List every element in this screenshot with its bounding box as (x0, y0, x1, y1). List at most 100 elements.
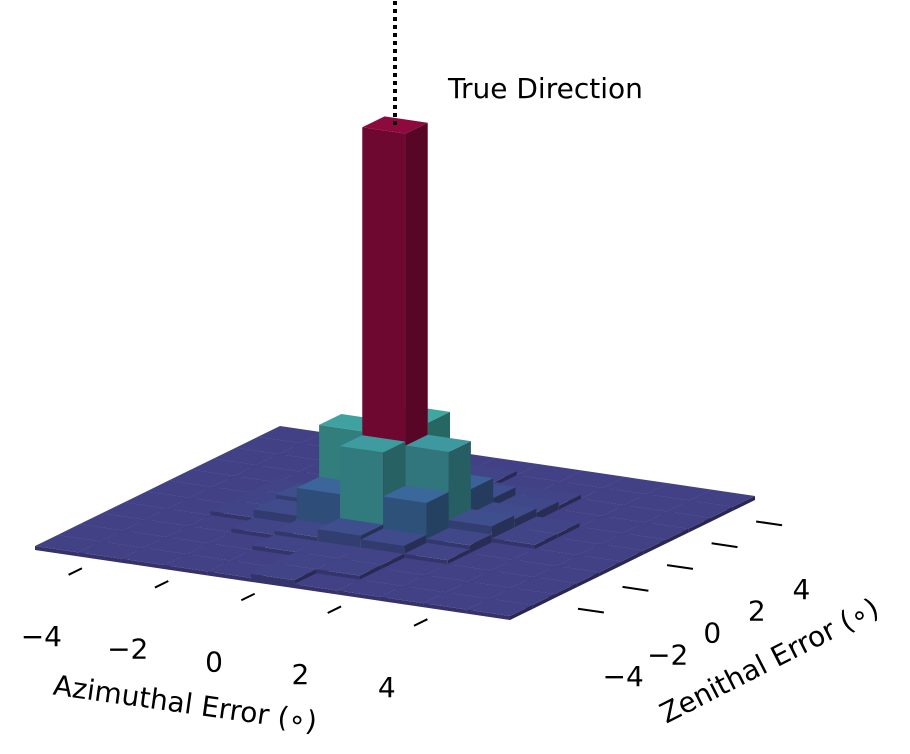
bar-top (558, 498, 625, 516)
bar-top (579, 516, 645, 534)
bar-top (383, 485, 449, 503)
y-tick (711, 542, 738, 549)
bar-top (143, 536, 210, 555)
x-tick (240, 592, 256, 602)
bar-side (294, 584, 338, 595)
bar-top (257, 426, 324, 444)
bar-top (646, 483, 712, 501)
bar-top (234, 465, 300, 483)
bar-top (168, 469, 235, 487)
bar-side (599, 561, 622, 577)
bar-top (250, 562, 317, 581)
bar-top (359, 568, 425, 586)
bar-top (622, 522, 689, 540)
bar-top (190, 458, 257, 476)
bar-top (667, 500, 733, 518)
bar-top (295, 541, 361, 559)
y-tick-label: 0 (703, 617, 721, 650)
bar-top (423, 592, 490, 610)
bar-top (79, 513, 145, 531)
bar-top (235, 436, 301, 455)
bar-top (121, 547, 187, 566)
bar-top (601, 505, 668, 523)
bar-top (689, 489, 755, 507)
bar-side (337, 590, 381, 601)
bar (466, 598, 533, 620)
bar-side (164, 565, 208, 576)
x-tick-label: 2 (292, 658, 310, 691)
bar-side (621, 550, 644, 566)
bar-side (732, 496, 755, 511)
bar-top (402, 575, 469, 593)
bar-top (294, 573, 360, 591)
bar-side (380, 596, 424, 608)
bar-top (425, 564, 491, 582)
bar-top (557, 526, 623, 545)
bar-top (491, 527, 558, 545)
bar-top (468, 570, 534, 588)
x-tick (154, 580, 169, 589)
bar-top (122, 519, 189, 537)
bar-top (146, 480, 212, 498)
bar-top (124, 491, 190, 509)
x-tick (413, 618, 428, 627)
bar-side (510, 605, 533, 620)
bar-top (252, 534, 318, 552)
bar-top (560, 470, 626, 488)
x-tick-label: −2 (107, 633, 148, 666)
bar-top (337, 579, 403, 597)
bar-top (426, 528, 492, 546)
bar-top (448, 509, 515, 527)
bar-top (78, 541, 144, 559)
bar-top (578, 544, 644, 562)
x-tick-label: 4 (378, 671, 396, 704)
bar-top (600, 533, 666, 551)
bar-top (512, 548, 579, 566)
bar-top (213, 447, 279, 466)
bar-top (533, 566, 600, 584)
bar-top (273, 552, 339, 570)
bar-side (710, 506, 733, 522)
bar-side (362, 127, 406, 534)
bar-top (57, 524, 123, 542)
bar-top (340, 435, 406, 453)
bar-top (317, 518, 384, 536)
bar-side (121, 558, 165, 570)
bar-side (576, 572, 600, 588)
bar-top (603, 476, 669, 495)
bar-top (35, 535, 101, 553)
bar-side (466, 609, 510, 620)
bar-top (145, 508, 211, 526)
bar-top (186, 543, 253, 561)
y-tick (755, 520, 783, 527)
y-tick (666, 564, 694, 570)
bar-side (405, 122, 428, 534)
bar-top (316, 558, 382, 576)
y-tick-label: 4 (792, 573, 810, 606)
bar-top (645, 511, 711, 529)
y-tick (622, 585, 649, 592)
bar-top (404, 542, 470, 561)
x-tick-label: −4 (21, 620, 62, 653)
y-axis-label: Zenithal Error (∘) (654, 591, 884, 730)
bar-top (445, 581, 512, 599)
x-axis-label: Azimuthal Error (∘) (51, 669, 319, 739)
bar-top (380, 586, 446, 604)
bar-side (688, 517, 711, 533)
bar-top (405, 434, 471, 452)
bar-top (100, 530, 166, 548)
bar-side (35, 546, 79, 557)
bar-side (554, 583, 577, 599)
bar-side (207, 571, 251, 582)
bar-top (555, 555, 622, 573)
bar-top (381, 557, 448, 576)
bar-top (256, 454, 322, 472)
bar-side (78, 552, 122, 563)
bar-top (466, 598, 533, 616)
annotation: True Direction (447, 72, 643, 105)
bar-top (165, 526, 232, 544)
bar-top (624, 494, 690, 512)
bar-side (643, 539, 666, 555)
bar-top (101, 502, 168, 520)
bar-top (447, 553, 513, 571)
